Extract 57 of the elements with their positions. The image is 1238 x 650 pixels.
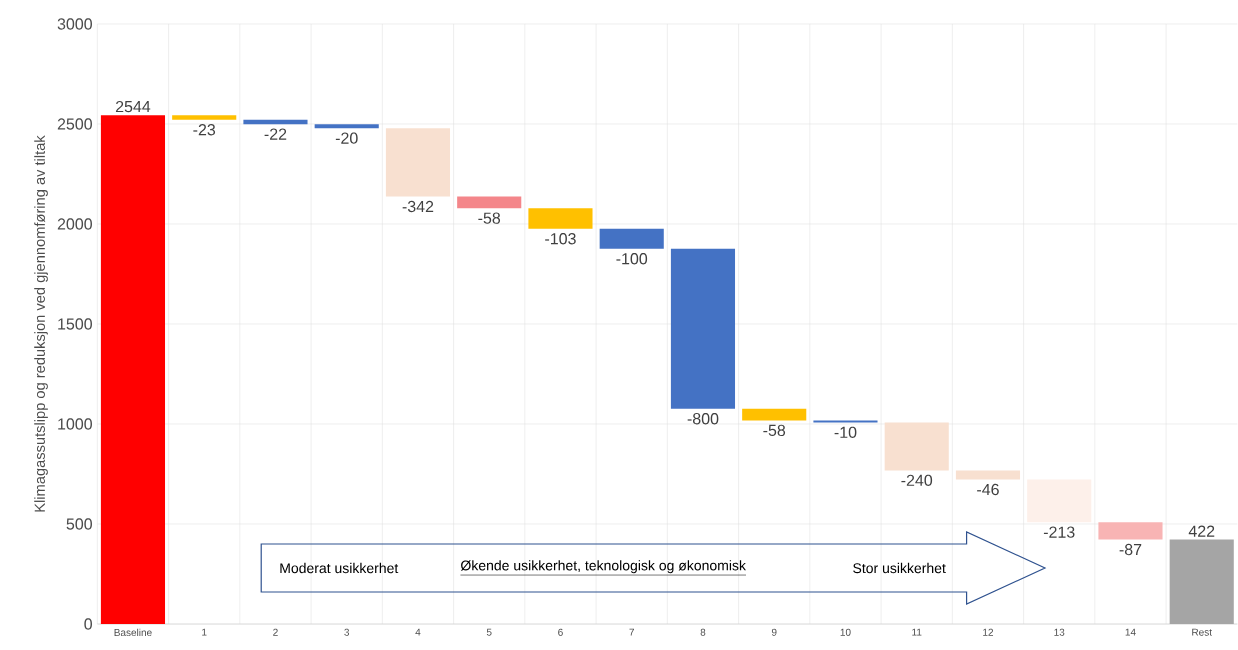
data-label: -240 [901, 474, 933, 486]
x-tick-label: 3 [344, 628, 350, 636]
annotation: Moderat usikkerhet [280, 562, 399, 574]
data-label: -100 [616, 253, 648, 265]
data-label: -342 [402, 200, 434, 213]
bar [599, 228, 664, 249]
x-tick-label: 12 [983, 628, 994, 636]
bar [670, 248, 736, 409]
x-tick-label: 9 [771, 628, 777, 636]
data-label: -20 [335, 132, 358, 144]
y-tick-label: 2500 [57, 118, 92, 130]
data-label: 2544 [115, 100, 151, 113]
x-tick-label: Rest [1192, 628, 1212, 636]
bar [742, 408, 807, 421]
annotation: Økende usikkerhet, teknologisk og økonomisk [460, 560, 746, 574]
x-tick-label: 7 [629, 628, 634, 636]
x-tick-label: 11 [912, 628, 922, 636]
data-label: -10 [834, 426, 857, 438]
y-tick-label: 1500 [58, 318, 92, 330]
y-tick-label: 0 [84, 618, 93, 630]
x-tick-label: 5 [486, 628, 492, 636]
x-tick-label: 13 [1054, 628, 1065, 636]
x-tick-label: 4 [415, 628, 421, 636]
x-tick-label: 14 [1125, 628, 1136, 636]
y-axis-title: Klimagassutslipp og reduksjon ved gjennomføring av tiltak [34, 135, 48, 512]
bar [243, 119, 308, 125]
data-label: -46 [977, 483, 999, 496]
bar [1169, 539, 1234, 624]
x-tick-label: 2 [273, 628, 278, 636]
data-label: -800 [687, 413, 719, 425]
annotation: Stor usikkerhet [853, 562, 946, 574]
x-tick-label: 6 [558, 628, 563, 636]
data-label: -22 [264, 128, 287, 140]
x-tick-label: 1 [202, 628, 207, 636]
y-tick-label: 2000 [57, 218, 92, 230]
bar [955, 470, 1021, 480]
bar [884, 422, 949, 471]
data-label: -58 [478, 212, 501, 224]
bar [100, 115, 166, 624]
y-tick-label: 3000 [57, 18, 92, 30]
data-label: -213 [1043, 526, 1075, 538]
x-tick-label: 10 [840, 628, 851, 636]
bar [528, 208, 593, 229]
bar [457, 196, 522, 209]
bar [1098, 522, 1163, 540]
data-label: -87 [1119, 543, 1142, 556]
data-label: 422 [1188, 525, 1215, 537]
data-label: -103 [545, 233, 576, 245]
x-tick-label: 8 [700, 628, 706, 636]
y-tick-label: 500 [66, 518, 92, 530]
bar [172, 115, 237, 120]
bar [385, 128, 451, 197]
x-tick-label: Baseline [114, 628, 152, 637]
data-label: -23 [193, 124, 216, 136]
y-tick-label: 1000 [58, 418, 92, 430]
data-label: -58 [763, 424, 786, 436]
bar [314, 124, 379, 129]
